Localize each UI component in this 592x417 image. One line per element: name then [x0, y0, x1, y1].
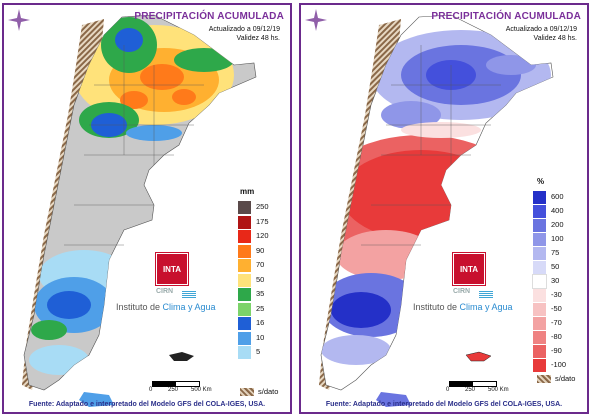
legend-swatch — [533, 247, 546, 260]
legend-swatch — [533, 205, 546, 218]
nodata-label: s/dato — [555, 374, 576, 383]
updated-text: Actualizado a 09/12/19 Validez 48 hs. — [209, 25, 280, 43]
source-caption: Fuente: Adaptado e interpretado del Mode… — [28, 401, 266, 408]
legend-unit: mm — [240, 187, 255, 196]
legend-label: 200 — [551, 220, 564, 229]
anomaly-fields — [321, 30, 551, 365]
scale-mid: 250 — [465, 387, 476, 393]
waves-icon — [182, 290, 196, 298]
panel-title: PRECIPITACIÓN ACUMULADA — [134, 11, 284, 22]
legend-label: 250 — [256, 202, 269, 211]
argentina-precip-mm-map — [22, 14, 257, 407]
province-borders — [361, 45, 501, 246]
legend-label: 50 — [551, 262, 560, 271]
legend-label: 25 — [256, 303, 265, 313]
scale-zero: 0 — [149, 387, 153, 393]
legend-label: -90 — [551, 346, 562, 355]
nodata-swatch — [240, 388, 254, 396]
scale-bar — [152, 381, 200, 387]
legend-label: 35 — [256, 289, 265, 298]
legend-unit: % — [537, 177, 545, 186]
legend-swatch — [533, 261, 546, 274]
malvinas-islands — [169, 352, 194, 361]
legend-label: 175 — [256, 216, 269, 226]
legend-swatch — [238, 346, 251, 359]
legend-swatch — [533, 219, 546, 232]
legend-swatch — [238, 273, 251, 287]
legend-label: 600 — [551, 192, 564, 201]
legend-label: -50 — [551, 304, 562, 313]
argentina-precip-anomaly-map — [319, 14, 554, 407]
compass-rose-icon — [8, 9, 30, 31]
precip-mm-panel: PRECIPITACIÓN ACUMULADA Actualizado a 09… — [2, 3, 292, 414]
validity: Validez 48 hs. — [236, 35, 280, 42]
cirn-logo: CIRN — [453, 288, 471, 295]
legend-label: 70 — [256, 260, 265, 269]
institute-name: Instituto de Clima y Agua — [413, 302, 513, 312]
scale-mid: 250 — [168, 387, 179, 393]
scale-zero: 0 — [446, 387, 450, 393]
legend-mm: mm 250 175 120 90 70 50 35 25 16 10 5 — [238, 187, 288, 367]
precip-anomaly-panel: PRECIPITACIÓN ACUMULADA Actualizado a 09… — [299, 3, 589, 414]
updated-date: Actualizado a 09/12/19 — [208, 26, 280, 33]
legend-swatch — [238, 259, 251, 272]
source-caption: Fuente: Adaptado e interpretado del Mode… — [325, 401, 563, 408]
legend-swatch — [533, 359, 546, 372]
validity: Validez 48 hs. — [533, 35, 577, 42]
legend-label: 90 — [256, 245, 265, 255]
legend-label: 120 — [256, 231, 269, 240]
legend-swatch — [532, 274, 547, 289]
legend-swatch — [533, 331, 546, 344]
institute-accent: Clima y Agua — [459, 302, 513, 312]
legend-swatch — [238, 288, 251, 301]
legend-swatch — [238, 331, 251, 345]
legend-swatch — [238, 302, 251, 316]
institute-accent: Clima y Agua — [162, 302, 216, 312]
legend-swatch — [238, 317, 251, 330]
inta-logo: INTA — [453, 253, 485, 285]
nodata-swatch — [537, 375, 551, 383]
tierra-del-fuego — [79, 392, 114, 407]
nodata-label: s/dato — [258, 387, 279, 396]
legend-swatch — [238, 230, 251, 243]
legend-label: 5 — [256, 347, 261, 356]
legend-swatch — [533, 345, 546, 358]
cirn-logo: CIRN — [156, 288, 174, 295]
panel-title: PRECIPITACIÓN ACUMULADA — [431, 11, 581, 22]
legend-swatch — [238, 201, 251, 214]
legend-label: 100 — [551, 234, 564, 243]
legend-label: -30 — [551, 290, 562, 299]
legend-swatch — [533, 191, 546, 204]
legend-label: 75 — [551, 248, 560, 257]
tierra-del-fuego — [376, 392, 411, 407]
legend-label: -100 — [551, 360, 567, 369]
scale-bar — [449, 381, 497, 387]
legend-swatch — [533, 233, 546, 246]
legend-label: -70 — [551, 318, 562, 327]
compass-rose-icon — [305, 9, 327, 31]
scale-end: 500 Km — [488, 387, 509, 393]
legend-swatch — [533, 317, 546, 330]
legend-swatch — [238, 215, 251, 229]
legend-label: 50 — [256, 274, 265, 284]
updated-text: Actualizado a 09/12/19 Validez 48 hs. — [506, 25, 577, 43]
scale-end: 500 Km — [191, 387, 212, 393]
legend-swatch — [238, 244, 251, 258]
inta-logo: INTA — [156, 253, 188, 285]
legend-percent: % 600 400 200 100 75 50 30 -30 -50 -70 -80 -90 -100 — [532, 177, 587, 377]
legend-swatch — [533, 303, 546, 316]
institute-prefix: Instituto de — [116, 302, 163, 312]
legend-label: 16 — [256, 318, 265, 327]
legend-swatch — [533, 289, 546, 302]
legend-label: 400 — [551, 206, 564, 215]
updated-date: Actualizado a 09/12/19 — [505, 26, 577, 33]
legend-label: 30 — [551, 276, 560, 285]
legend-label: -80 — [551, 332, 562, 341]
malvinas-islands — [465, 351, 492, 362]
institute-prefix: Instituto de — [413, 302, 460, 312]
waves-icon — [479, 290, 493, 298]
legend-label: 10 — [256, 332, 265, 342]
province-borders — [64, 45, 204, 246]
institute-name: Instituto de Clima y Agua — [116, 302, 216, 312]
